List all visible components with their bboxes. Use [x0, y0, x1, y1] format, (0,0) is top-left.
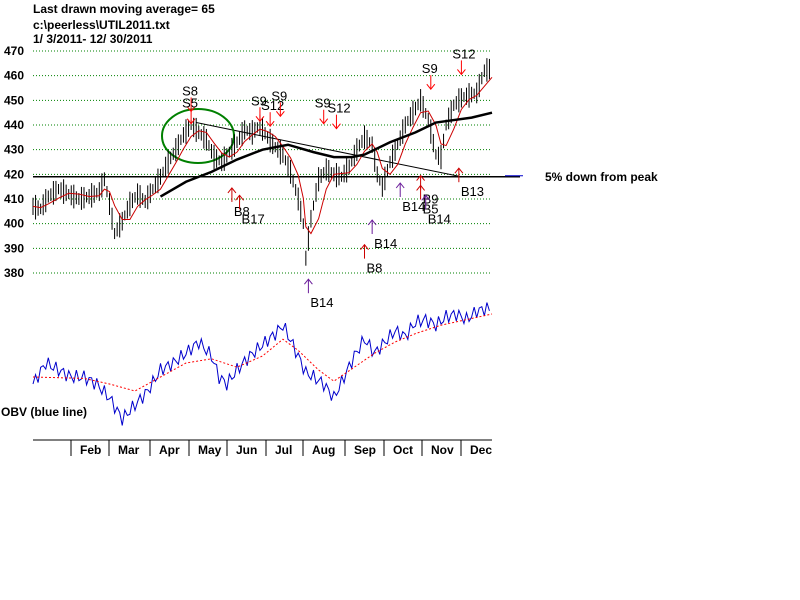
obv-line: [32, 302, 490, 426]
month-axis: Feb Mar Apr May Jun Jul Aug Sep Oct Nov Dec: [33, 439, 492, 457]
signal-arrow-head: [416, 174, 425, 181]
signal-label: B5: [423, 201, 439, 216]
y-tick-label: 440: [4, 118, 24, 132]
signal-arrow-head: [235, 194, 244, 201]
signal-s9-4: S9: [271, 88, 287, 118]
y-tick-label: 470: [4, 44, 24, 58]
reference-line-label: 5% down from peak: [545, 170, 658, 184]
signal-arrow-head: [367, 219, 377, 226]
signal-arrow-head: [227, 187, 237, 194]
signal-label: S9: [251, 93, 267, 108]
signal-label: B13: [461, 184, 484, 199]
signal-b8-12: B8: [360, 243, 383, 276]
signal-arrow-head: [457, 69, 466, 76]
signal-b5-16: B5: [416, 184, 439, 216]
y-tick-label: 410: [4, 192, 24, 206]
header-moving-average: Last drawn moving average= 65: [33, 2, 215, 16]
signal-s8-0: S8: [182, 83, 198, 113]
signal-label: S12: [261, 98, 284, 113]
y-tick-label: 420: [4, 167, 24, 181]
y-tick-label: 450: [4, 93, 24, 107]
signal-arrow-head: [416, 184, 425, 191]
signal-arrow-head: [255, 115, 265, 123]
signal-label: B8: [234, 204, 250, 219]
obv-label: OBV (blue line): [1, 405, 87, 419]
signal-label: B14: [310, 295, 333, 310]
month-label-may: May: [198, 443, 222, 457]
obv-moving-average: [32, 313, 493, 392]
trendline: [196, 122, 462, 178]
moving-average-series: [159, 111, 493, 198]
signal-arrow-head: [454, 167, 464, 174]
signal-b14-14: B14: [395, 182, 425, 214]
signal-b14-17: B14: [421, 194, 451, 226]
month-label-feb: Feb: [80, 443, 101, 457]
signal-b17-10: B17: [235, 194, 265, 226]
y-tick-label: 400: [4, 217, 24, 231]
y-tick-label: 380: [4, 266, 24, 280]
y-tick-label: 460: [4, 69, 24, 83]
signal-b14-13: B14: [367, 219, 397, 251]
signal-label: S8: [182, 83, 198, 98]
month-label-mar: Mar: [118, 443, 140, 457]
signal-arrow-head: [421, 194, 431, 201]
signal-label: S12: [452, 46, 475, 61]
signal-s9-2: S9: [251, 93, 267, 123]
header-date-range: 1/ 3/2011- 12/ 30/2011: [33, 32, 153, 46]
y-axis-labels: 380 390 400 410 420 430 440 450 460 470: [4, 44, 24, 280]
obv-panel: OBV (blue line): [1, 302, 493, 426]
month-label-oct: Oct: [393, 443, 413, 457]
signal-arrow-head: [265, 120, 275, 128]
signal-arrow-head: [186, 118, 196, 125]
signal-label: S5: [182, 96, 198, 111]
price-series: [32, 58, 493, 266]
month-label-jul: Jul: [275, 443, 292, 457]
signal-label: B14: [374, 236, 397, 251]
signal-label: S12: [327, 101, 350, 116]
signal-arrow-head: [332, 123, 341, 130]
month-label-nov: Nov: [431, 443, 454, 457]
signal-s5-1: S5: [182, 96, 198, 125]
short-moving-average: [32, 76, 493, 235]
month-label-aug: Aug: [312, 443, 335, 457]
signal-s9-5: S9: [315, 96, 331, 125]
month-label-sep: Sep: [354, 443, 376, 457]
month-label-dec: Dec: [470, 443, 492, 457]
signal-arrow-head: [426, 83, 436, 91]
month-label-jun: Jun: [236, 443, 257, 457]
signal-s12-3: S12: [261, 98, 284, 128]
month-label-apr: Apr: [159, 443, 180, 457]
signal-arrow-head: [319, 118, 329, 125]
signal-arrow-head: [395, 182, 405, 189]
y-tick-label: 430: [4, 143, 24, 157]
moving-average-line: [159, 111, 493, 198]
signal-arrow-head: [304, 278, 313, 285]
header-file-path: c:\peerless\UTIL2011.txt: [33, 18, 170, 32]
signal-b13-18: B13: [454, 167, 484, 199]
y-tick-label: 390: [4, 241, 24, 255]
signal-label: S9: [271, 88, 287, 103]
signal-label: B14: [402, 199, 425, 214]
signal-label: B9: [423, 192, 439, 207]
signal-label: S9: [315, 96, 331, 111]
signal-s12-6: S12: [327, 101, 351, 130]
gridlines: [33, 50, 492, 274]
signal-s12-8: S12: [452, 46, 476, 76]
signal-arrow-head: [275, 111, 285, 118]
reference-line: 5% down from peak: [33, 122, 658, 184]
signal-label: B17: [242, 211, 265, 226]
signal-b14-11: B14: [304, 278, 334, 310]
signal-b8-9: B8: [227, 187, 250, 219]
signal-label: B14: [428, 211, 451, 226]
signal-arrow-head: [360, 243, 369, 250]
signal-label: S9: [422, 61, 438, 76]
signal-label: B8: [367, 261, 383, 276]
signal-s9-7: S9: [422, 61, 438, 91]
